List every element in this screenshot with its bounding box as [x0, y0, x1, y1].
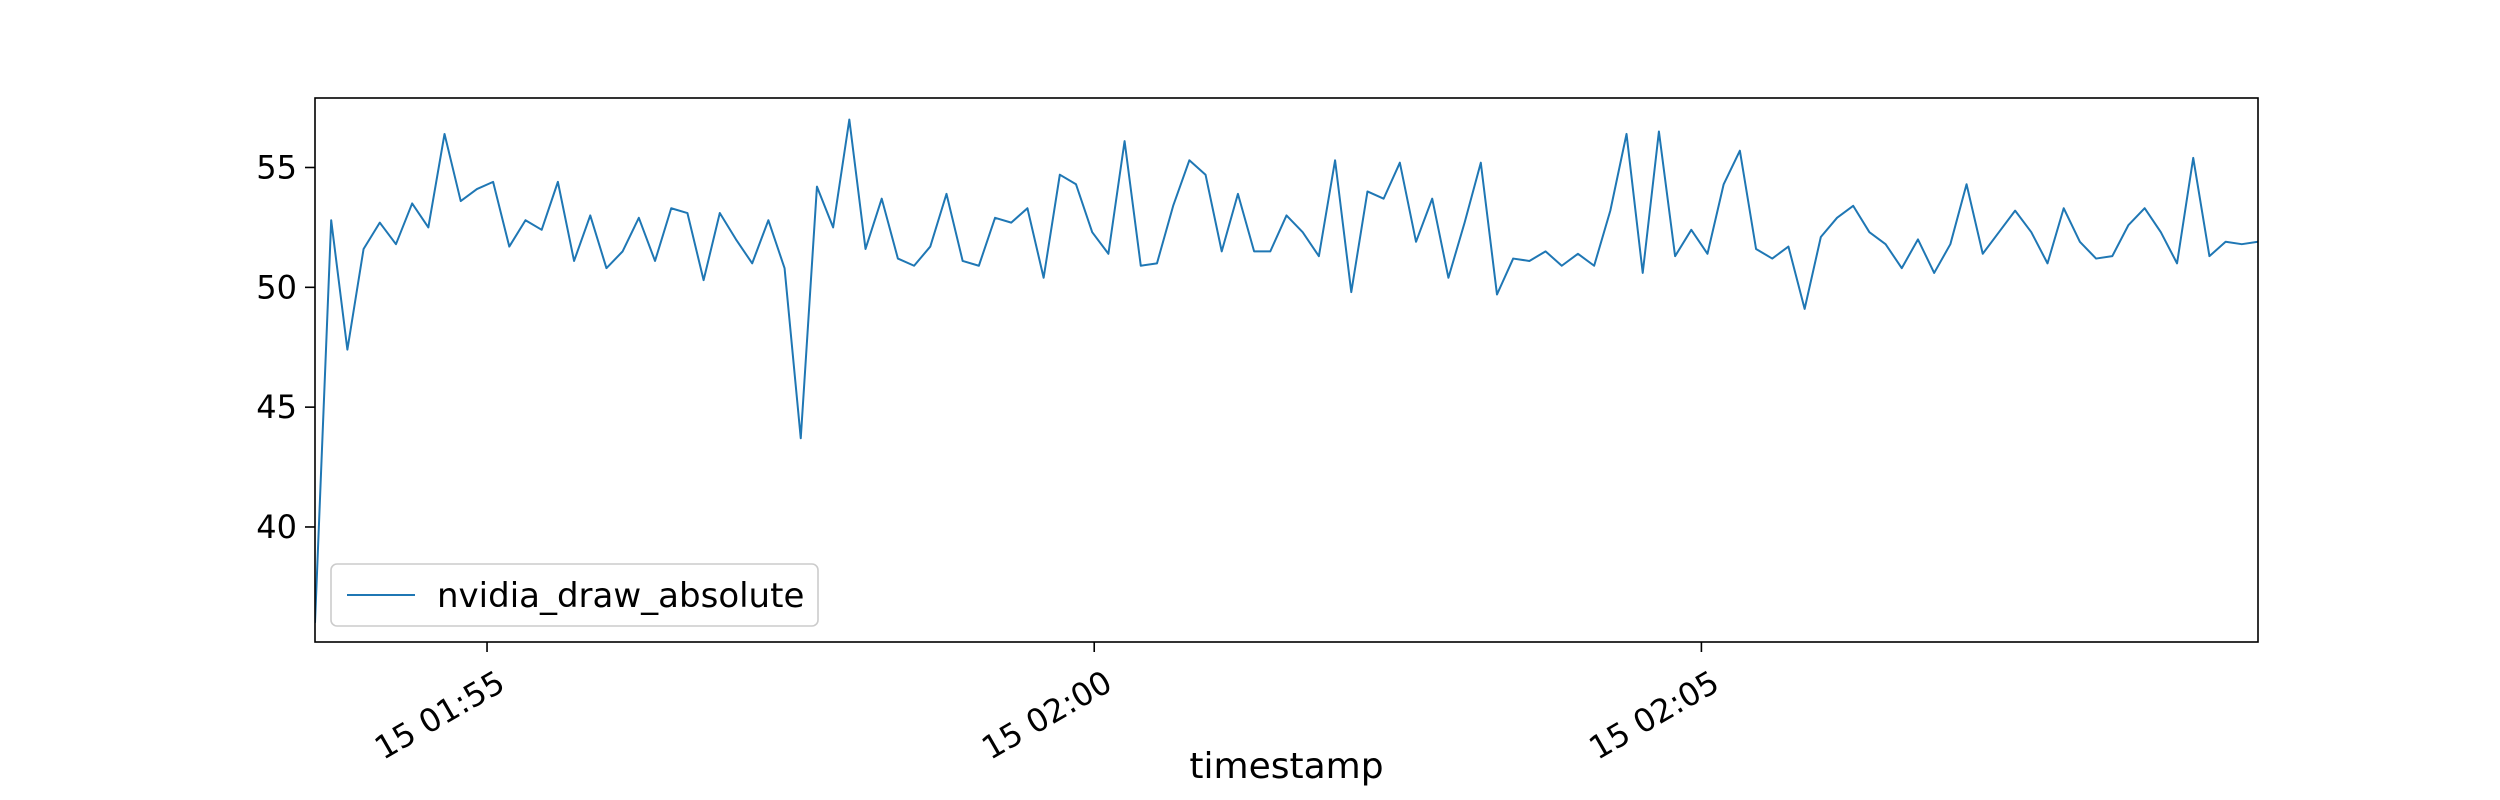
x-tick-label: 15 02:00	[975, 663, 1118, 767]
plot-area	[315, 118, 2258, 623]
series-line-0	[315, 118, 2258, 623]
x-tick-label: 15 02:05	[1582, 663, 1725, 767]
y-tick-label: 45	[256, 388, 297, 426]
x-axis-ticks: 15 01:55 15 02:00 15 02:05	[368, 642, 1725, 767]
plot-frame	[314, 97, 2259, 643]
x-tick-label: 15 01:55	[368, 663, 511, 767]
legend: nvidia_draw_absolute	[330, 563, 819, 627]
y-axis-ticks: 40 45 50 55	[256, 148, 315, 546]
legend-box	[330, 563, 819, 627]
y-tick-label: 55	[256, 148, 297, 186]
x-axis-label: timestamp	[1189, 746, 1383, 787]
legend-entry-label: nvidia_draw_absolute	[437, 576, 804, 616]
y-tick-label: 50	[256, 268, 297, 306]
y-tick-label: 40	[256, 508, 297, 546]
